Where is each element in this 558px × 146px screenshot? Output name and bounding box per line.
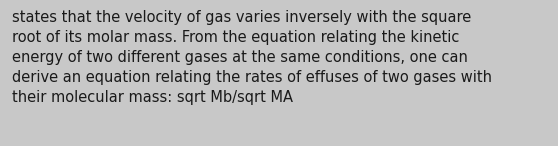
Text: states that the velocity of gas varies inversely with the square
root of its mol: states that the velocity of gas varies i… — [12, 10, 492, 105]
